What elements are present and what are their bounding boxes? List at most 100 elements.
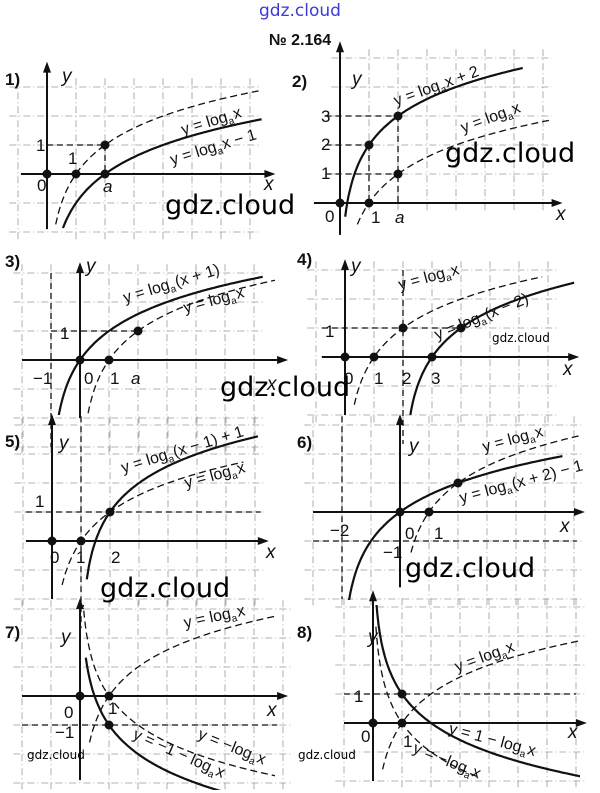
panel-number: 2) — [292, 72, 307, 91]
grid — [13, 600, 292, 792]
formula-text: x − 1 — [220, 126, 259, 153]
x-axis-label: x — [562, 359, 574, 380]
y-axis-label: y — [349, 256, 362, 277]
tick-label: −1 — [55, 723, 74, 742]
tick-label: 1 — [403, 732, 412, 751]
point-marker — [393, 111, 403, 121]
formula-subscript: a — [439, 84, 448, 96]
tick-label: a — [395, 208, 404, 227]
x-axis-arrow-icon — [573, 508, 585, 516]
formula-subscript: a — [169, 284, 178, 296]
formula-text: x — [525, 741, 537, 759]
dashed-curve — [353, 276, 543, 405]
formula-text: x — [235, 602, 246, 620]
y-axis-label: y — [350, 69, 363, 90]
formula-text: y = log — [459, 105, 510, 137]
formula-text: y = log — [432, 310, 482, 344]
y-axis-label: y — [407, 436, 420, 457]
dashed-curve — [375, 626, 478, 778]
watermark: gdz.cloud — [165, 190, 296, 221]
point-marker — [71, 169, 81, 179]
panel-number: 4) — [297, 250, 312, 269]
y-axis-arrow-icon — [76, 598, 84, 610]
site-watermark: gdz.cloud — [259, 1, 341, 21]
x-axis-label: x — [266, 374, 278, 395]
x-axis-arrow-icon — [277, 356, 289, 364]
tick-label: 1 — [354, 687, 363, 706]
y-axis-arrow-icon — [336, 41, 344, 53]
dashed-curve — [61, 461, 244, 586]
point-marker — [393, 169, 403, 179]
formula-subscript: a — [231, 613, 239, 625]
x-axis-arrow-icon — [264, 170, 276, 178]
x-axis-arrow-icon — [568, 353, 580, 361]
tick-label: 3 — [321, 107, 330, 126]
point-marker — [104, 355, 114, 365]
tick-label: 1 — [374, 369, 383, 388]
tick-label: 1 — [371, 208, 380, 227]
point-marker — [105, 507, 115, 517]
tick-label: 0 — [64, 703, 73, 722]
tick-label: 2 — [321, 135, 330, 154]
point-marker — [335, 198, 345, 208]
tick-label: 1 — [35, 492, 44, 511]
point-marker — [75, 355, 85, 365]
function-formula: y = logax — [182, 284, 247, 319]
solid-curve — [409, 281, 575, 415]
tick-label: 0 — [37, 176, 46, 195]
point-marker — [100, 140, 110, 150]
function-formula: y = logax + 2 — [392, 63, 483, 112]
formula-text: y = log — [453, 644, 504, 676]
panel-number: 6) — [297, 433, 312, 452]
point-marker — [364, 140, 374, 150]
dashed-curve — [88, 615, 275, 743]
formula-text: y = log — [179, 109, 229, 139]
formula-text: y = log — [119, 447, 169, 477]
y-axis-arrow-icon — [369, 590, 377, 602]
tick-label: 1 — [76, 548, 85, 567]
point-marker — [397, 689, 407, 699]
y-axis-arrow-icon — [76, 262, 84, 274]
function-formula: y = −logax — [409, 740, 483, 785]
function-formula: y = logax — [182, 602, 247, 634]
formula-text: y = log — [182, 605, 232, 632]
grid — [335, 598, 585, 790]
formula-subscript: a — [462, 770, 472, 782]
formula-subscript: a — [167, 454, 176, 466]
formula-text: (x − 1) + 1 — [171, 423, 246, 461]
tick-label: 0 — [84, 369, 93, 388]
formula-text: y = log — [397, 265, 447, 294]
problem-number: № 2.164 — [268, 32, 332, 49]
dashed-curve — [82, 605, 275, 777]
watermark: gdz.cloud — [27, 748, 85, 762]
tick-label: 1 — [110, 369, 119, 388]
formula-subscript: a — [231, 470, 240, 482]
tick-label: 3 — [431, 369, 440, 388]
formula-text: y = −log — [411, 740, 470, 777]
y-axis-arrow-icon — [341, 259, 349, 271]
x-axis-label: x — [266, 700, 278, 721]
function-formula: y = logax — [481, 423, 546, 458]
tick-label: 1 — [108, 699, 117, 718]
tick-label: −1 — [383, 543, 402, 562]
formula-subscript: a — [206, 769, 216, 781]
tick-label: −2 — [330, 521, 349, 540]
watermark: gdz.cloud — [492, 331, 550, 345]
dashed-curve — [87, 279, 275, 414]
y-axis-label: y — [84, 256, 97, 277]
y-axis-label: y — [59, 627, 72, 648]
formula-subscript: a — [506, 485, 515, 497]
function-formula: y = logax — [183, 459, 248, 494]
x-axis-label: x — [567, 722, 579, 743]
formula-text: y = log — [458, 478, 508, 507]
tick-label: 0 — [405, 524, 414, 543]
formula-subscript: a — [506, 111, 515, 123]
y-axis-label: y — [366, 627, 379, 648]
formula-text: y = log — [168, 139, 218, 169]
point-marker — [456, 323, 466, 333]
solid-curve — [61, 118, 262, 229]
